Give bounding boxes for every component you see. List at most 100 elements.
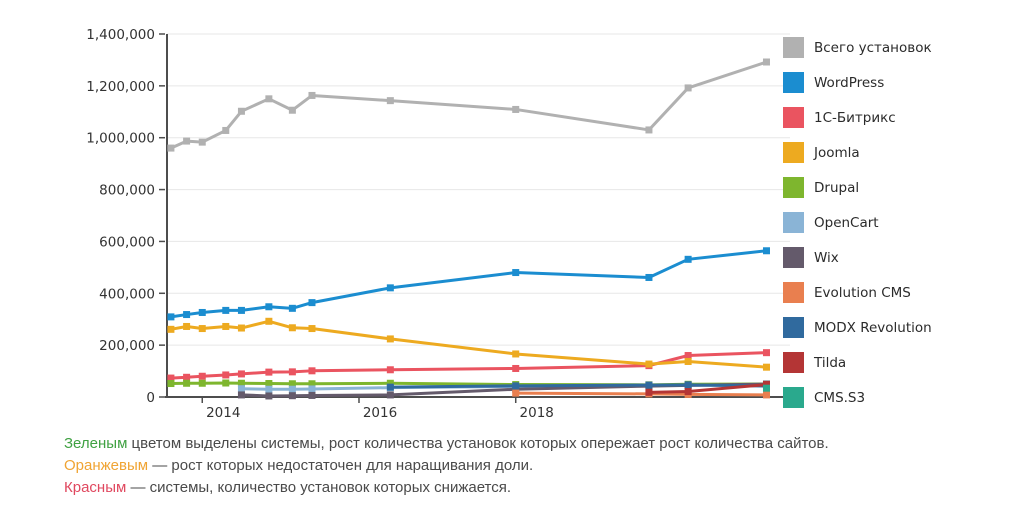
- data-point-1c-bitrix: [222, 371, 230, 379]
- data-point-joomla: [308, 325, 316, 333]
- series-joomla: [167, 317, 770, 371]
- data-point-1c-bitrix: [308, 367, 316, 375]
- data-point-evolution-cms: [512, 389, 520, 397]
- data-point-total-installs: [198, 138, 206, 146]
- data-point-1c-bitrix: [512, 364, 520, 372]
- y-axis-label: 200,000: [99, 338, 155, 354]
- data-point-total-installs: [183, 137, 191, 145]
- data-point-total-installs: [684, 84, 692, 92]
- x-axis-label: 2014: [206, 405, 240, 421]
- legend-swatch-evolution-cms: [783, 282, 804, 303]
- data-point-drupal: [198, 379, 206, 387]
- data-point-wordpress: [222, 306, 230, 314]
- data-point-tilda: [762, 381, 770, 389]
- data-point-modx-revolution: [645, 381, 653, 389]
- legend-swatch-cms-s3: [783, 387, 804, 408]
- x-axis-label: 2016: [363, 405, 397, 421]
- legend-label-evolution-cms: Evolution CMS: [814, 284, 911, 301]
- data-point-joomla: [265, 317, 273, 325]
- data-point-joomla: [386, 335, 394, 343]
- footnote-red-text: — системы, количество установок которых …: [126, 479, 512, 496]
- data-point-modx-revolution: [512, 382, 520, 390]
- data-point-wordpress: [308, 299, 316, 307]
- data-point-1c-bitrix: [288, 368, 296, 376]
- data-point-drupal: [183, 379, 191, 387]
- legend-item-1c-bitrix[interactable]: 1С-Битрикс: [783, 107, 932, 128]
- data-point-1c-bitrix: [684, 352, 692, 360]
- data-point-opencart: [308, 385, 316, 393]
- series-1c-bitrix: [167, 349, 770, 382]
- data-point-total-installs: [308, 91, 316, 99]
- data-point-wordpress: [762, 247, 770, 255]
- axes: 0 200,000 400,000 600,000 800,000 1,000,000 1,…: [86, 27, 790, 421]
- chart-footnotes: Зеленым цветом выделены системы, рост ко…: [64, 433, 829, 499]
- legend-item-drupal[interactable]: Drupal: [783, 177, 932, 198]
- data-point-opencart: [265, 385, 273, 393]
- data-point-1c-bitrix: [237, 370, 245, 378]
- data-point-joomla: [684, 357, 692, 365]
- legend-label-tilda: Tilda: [814, 354, 847, 371]
- data-point-wix: [386, 391, 394, 399]
- data-point-1c-bitrix: [167, 374, 175, 382]
- legend-swatch-1c-bitrix: [783, 107, 804, 128]
- data-point-1c-bitrix: [762, 349, 770, 357]
- data-point-total-installs: [265, 95, 273, 103]
- data-point-wix: [237, 391, 245, 399]
- data-point-wordpress: [512, 269, 520, 277]
- y-axis-label: 1,200,000: [86, 79, 155, 95]
- y-axis-label: 400,000: [99, 286, 155, 302]
- y-axis-label: 600,000: [99, 234, 155, 250]
- gridlines: [167, 33, 790, 346]
- data-point-total-installs: [762, 58, 770, 66]
- data-point-1c-bitrix: [265, 368, 273, 376]
- data-point-wix: [288, 392, 296, 400]
- legend-item-wix[interactable]: Wix: [783, 247, 932, 268]
- legend-item-joomla[interactable]: Joomla: [783, 142, 932, 163]
- data-point-drupal: [386, 379, 394, 387]
- footnote-green: Зеленым цветом выделены системы, рост ко…: [64, 433, 829, 455]
- data-point-wordpress: [288, 304, 296, 312]
- data-point-evolution-cms: [762, 391, 770, 399]
- data-point-1c-bitrix: [386, 366, 394, 374]
- legend-swatch-tilda: [783, 352, 804, 373]
- data-point-total-installs: [386, 97, 394, 105]
- data-point-joomla: [222, 322, 230, 330]
- data-point-total-installs: [288, 106, 296, 114]
- legend-item-total-installs[interactable]: Всего установок: [783, 37, 932, 58]
- y-axis-label: 0: [146, 390, 155, 406]
- footnote-orange: Оранжевым — рост которых недостаточен дл…: [64, 455, 829, 477]
- data-point-joomla: [198, 325, 206, 333]
- data-point-total-installs: [237, 107, 245, 115]
- data-point-modx-revolution: [386, 383, 394, 391]
- legend-label-modx-revolution: MODX Revolution: [814, 319, 932, 336]
- data-point-total-installs: [167, 144, 175, 152]
- legend-item-evolution-cms[interactable]: Evolution CMS: [783, 282, 932, 303]
- legend-swatch-drupal: [783, 177, 804, 198]
- data-point-total-installs: [645, 126, 653, 134]
- legend-item-cms-s3[interactable]: CMS.S3: [783, 387, 932, 408]
- legend-item-wordpress[interactable]: WordPress: [783, 72, 932, 93]
- legend-label-total-installs: Всего установок: [814, 39, 932, 56]
- data-point-joomla: [288, 324, 296, 332]
- data-point-drupal: [265, 380, 273, 388]
- data-point-drupal: [237, 379, 245, 387]
- legend-item-modx-revolution[interactable]: MODX Revolution: [783, 317, 932, 338]
- data-point-drupal: [308, 380, 316, 388]
- x-axis-label: 2018: [520, 405, 554, 421]
- legend-swatch-total-installs: [783, 37, 804, 58]
- legend-item-tilda[interactable]: Tilda: [783, 352, 932, 373]
- legend-item-opencart[interactable]: OpenCart: [783, 212, 932, 233]
- series-tilda: [645, 381, 770, 396]
- data-point-joomla: [167, 325, 175, 333]
- data-point-opencart: [288, 385, 296, 393]
- data-point-drupal: [167, 380, 175, 388]
- legend-label-opencart: OpenCart: [814, 214, 879, 231]
- legend-label-joomla: Joomla: [814, 144, 860, 161]
- data-point-tilda: [645, 388, 653, 396]
- data-point-tilda: [684, 388, 692, 396]
- legend-label-wix: Wix: [814, 249, 839, 266]
- series-wordpress: [167, 247, 770, 321]
- data-point-wordpress: [237, 306, 245, 314]
